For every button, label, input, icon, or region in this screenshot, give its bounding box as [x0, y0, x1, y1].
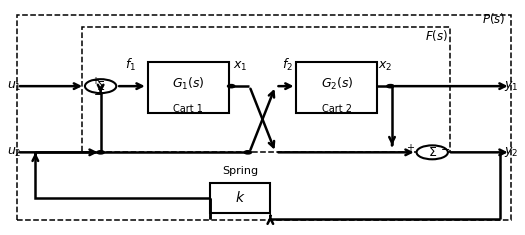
Bar [17, 15, 510, 220]
Circle shape [416, 145, 448, 159]
Circle shape [244, 151, 251, 154]
Bar [297, 62, 377, 113]
Text: $-$: $-$ [93, 88, 103, 98]
Text: $+$: $+$ [406, 142, 415, 153]
Text: $f_1$: $f_1$ [125, 57, 136, 73]
Text: $k$: $k$ [235, 190, 246, 205]
Text: Spring: Spring [223, 165, 259, 176]
Bar [148, 62, 228, 113]
Bar [211, 183, 270, 213]
Text: $f_2$: $f_2$ [282, 57, 293, 73]
Text: $P(s)$: $P(s)$ [482, 11, 506, 26]
Text: $G_2(s)$: $G_2(s)$ [321, 76, 353, 92]
Circle shape [85, 79, 116, 93]
Text: $y_2$: $y_2$ [504, 145, 518, 159]
Text: $F(s)$: $F(s)$ [425, 28, 448, 43]
Text: $u_1$: $u_1$ [7, 80, 22, 93]
Bar [82, 27, 450, 152]
Text: $-$: $-$ [440, 143, 450, 153]
Text: $G_1(s)$: $G_1(s)$ [172, 76, 205, 92]
Text: $y_1$: $y_1$ [504, 79, 518, 93]
Text: Cart 1: Cart 1 [173, 104, 203, 114]
Text: $\Sigma$: $\Sigma$ [96, 80, 105, 93]
Text: $x_2$: $x_2$ [378, 60, 392, 73]
Circle shape [97, 151, 104, 154]
Text: $u_2$: $u_2$ [7, 146, 21, 159]
Circle shape [227, 85, 235, 88]
Text: $x_1$: $x_1$ [233, 60, 248, 73]
Text: Cart 2: Cart 2 [322, 104, 352, 114]
Text: $\Sigma$: $\Sigma$ [428, 146, 437, 159]
Text: $+$: $+$ [91, 75, 100, 86]
Circle shape [387, 85, 394, 88]
